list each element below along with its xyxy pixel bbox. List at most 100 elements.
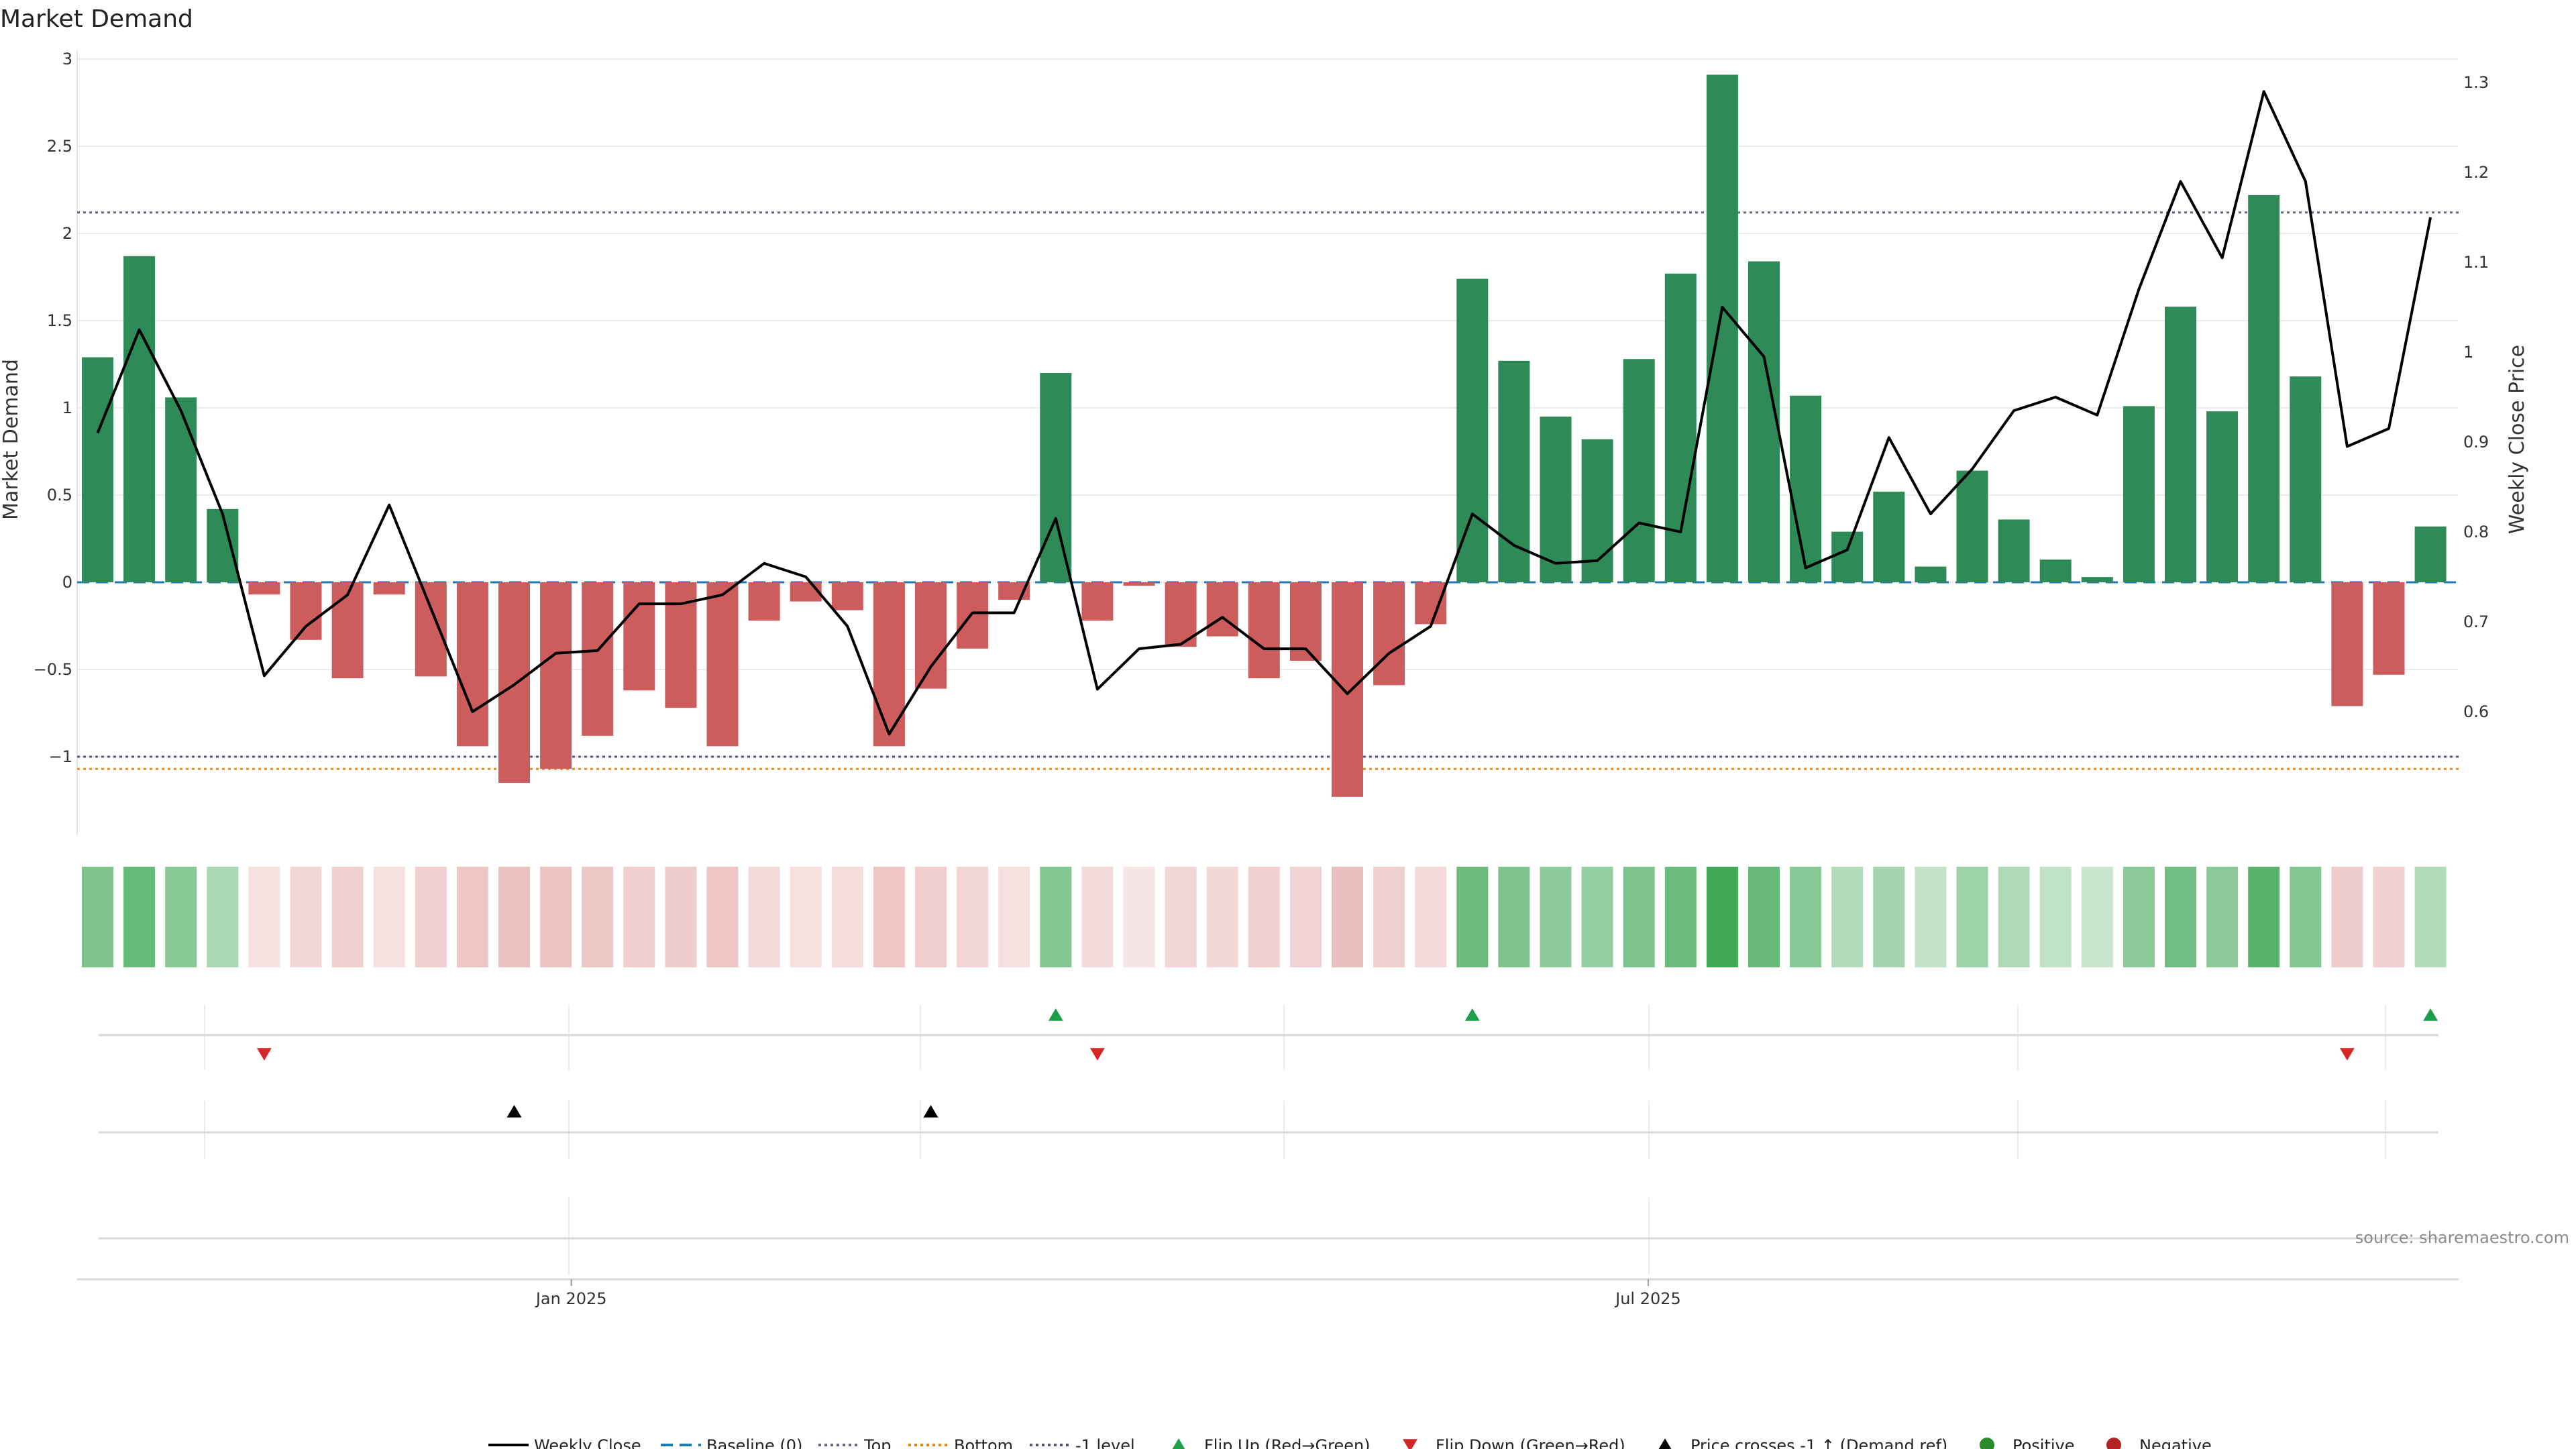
heatmap-cell bbox=[123, 867, 156, 967]
empty-panel bbox=[99, 1197, 2438, 1275]
demand-bar bbox=[915, 582, 947, 689]
legend: Weekly Close Baseline (0) Top Bottom -1 leve… bbox=[488, 1436, 2212, 1449]
price-cross-panel bbox=[99, 1101, 2438, 1159]
demand-bar bbox=[290, 582, 322, 640]
legend-entry: Baseline (0) bbox=[661, 1436, 802, 1449]
demand-bar bbox=[748, 582, 780, 621]
demand-bar bbox=[1248, 582, 1280, 678]
x-axis: Jan 2025 Jul 2025 bbox=[77, 1278, 2459, 1308]
heatmap-cell bbox=[1956, 867, 1988, 967]
weekly-close-line bbox=[96, 90, 2432, 736]
demand-bar bbox=[2206, 411, 2239, 582]
heatmap-cell bbox=[498, 867, 530, 967]
heatmap-cell bbox=[1623, 867, 1655, 967]
heatmap-cell bbox=[1040, 867, 1072, 967]
demand-bar bbox=[331, 582, 364, 678]
y2-tick-label: 1 bbox=[2463, 343, 2473, 362]
price-cross-marker bbox=[506, 1105, 522, 1118]
y2-tick-label: 0.7 bbox=[2463, 612, 2489, 631]
y-tick-label: 1.5 bbox=[47, 311, 72, 330]
left-y-axis: 3 2.5 2 1.5 1 0.5 0 −0.5 −1 bbox=[34, 50, 72, 766]
price-cross-marker bbox=[923, 1105, 938, 1118]
legend-entry: Flip Down (Green→Red) bbox=[1403, 1436, 1625, 1449]
flip-down-marker bbox=[256, 1048, 272, 1061]
heatmap-cell bbox=[582, 867, 614, 967]
heatmap-cell bbox=[1998, 867, 2030, 967]
heatmap-cell bbox=[2414, 867, 2447, 967]
demand-bar bbox=[1332, 582, 1363, 797]
demand-bar bbox=[2165, 307, 2196, 582]
flip-up-marker bbox=[2423, 1008, 2438, 1021]
heatmap-cell bbox=[207, 867, 239, 967]
legend-label: Bottom bbox=[954, 1436, 1013, 1449]
legend-entry: Positive bbox=[1980, 1436, 2075, 1449]
demand-bar bbox=[165, 397, 197, 582]
demand-bar bbox=[2039, 559, 2072, 582]
heatmap-cell bbox=[540, 867, 572, 967]
demand-bar bbox=[2373, 582, 2405, 675]
demand-bar bbox=[456, 582, 488, 747]
y2-tick-label: 1.1 bbox=[2463, 253, 2489, 272]
demand-bar bbox=[2123, 406, 2155, 582]
heatmap-cell bbox=[2331, 867, 2363, 967]
demand-bar bbox=[706, 582, 739, 747]
y2-tick-label: 0.6 bbox=[2463, 702, 2489, 721]
reference-lines bbox=[77, 211, 2459, 770]
heatmap-cell bbox=[331, 867, 364, 967]
heatmap-cell bbox=[790, 867, 822, 967]
demand-bar bbox=[207, 508, 239, 582]
legend-label: Negative bbox=[2139, 1436, 2212, 1449]
demand-bar bbox=[1540, 417, 1572, 582]
demand-bar bbox=[1456, 278, 1489, 582]
x-tick-label: Jul 2025 bbox=[1614, 1289, 1681, 1308]
demand-bar bbox=[123, 256, 156, 582]
heatmap-cell bbox=[1498, 867, 1530, 967]
demand-bar bbox=[1706, 74, 1738, 582]
heatmap-cell bbox=[1248, 867, 1280, 967]
demand-bar bbox=[1373, 582, 1405, 686]
heatmap-cell bbox=[1123, 867, 1155, 967]
demand-bar bbox=[2081, 577, 2113, 582]
demand-bar bbox=[2248, 195, 2280, 582]
legend-label: Top bbox=[863, 1436, 892, 1449]
legend-label: Positive bbox=[2012, 1436, 2075, 1449]
demand-bar bbox=[540, 582, 572, 769]
demand-bar bbox=[2290, 376, 2322, 582]
flip-markers-panel bbox=[99, 1005, 2438, 1070]
heatmap-cell bbox=[1289, 867, 1322, 967]
legend-label: -1 level bbox=[1075, 1436, 1135, 1449]
legend-label: Weekly Close bbox=[534, 1436, 641, 1449]
source-note: source: sharemaestro.com bbox=[2355, 1228, 2569, 1247]
demand-bar bbox=[582, 582, 614, 736]
heatmap-cell bbox=[1664, 867, 1697, 967]
demand-bar bbox=[1873, 491, 1905, 582]
heatmap-cell bbox=[2206, 867, 2239, 967]
legend-label: Flip Down (Green→Red) bbox=[1436, 1436, 1625, 1449]
demand-bar bbox=[82, 357, 113, 582]
heatmap-cell bbox=[1456, 867, 1489, 967]
legend-entry: -1 level bbox=[1030, 1436, 1135, 1449]
legend-label: Price crosses -1 ↑ (Demand ref) bbox=[1690, 1436, 1947, 1449]
heatmap-cell bbox=[2373, 867, 2405, 967]
heatmap-cell bbox=[748, 867, 780, 967]
heatmap-cell bbox=[1790, 867, 1822, 967]
heatmap-cell bbox=[1206, 867, 1238, 967]
heatmap-cell bbox=[1748, 867, 1780, 967]
heatmap-cell bbox=[1540, 867, 1572, 967]
legend-entry: Top bbox=[818, 1436, 892, 1449]
legend-swatch bbox=[1658, 1438, 1672, 1449]
legend-swatch bbox=[1172, 1438, 1185, 1449]
y-tick-label: −0.5 bbox=[34, 660, 72, 679]
heatmap-cell bbox=[665, 867, 697, 967]
heatmap-cell bbox=[1332, 867, 1363, 967]
demand-bar bbox=[873, 582, 905, 747]
demand-bar bbox=[498, 582, 530, 783]
y-tick-label: 1 bbox=[62, 398, 72, 417]
heatmap-cell bbox=[873, 867, 905, 967]
demand-bar bbox=[1664, 273, 1697, 582]
heatmap-cell bbox=[1373, 867, 1405, 967]
heatmap-cell bbox=[1081, 867, 1114, 967]
heatmap-cell bbox=[373, 867, 405, 967]
demand-bars bbox=[82, 74, 2447, 797]
